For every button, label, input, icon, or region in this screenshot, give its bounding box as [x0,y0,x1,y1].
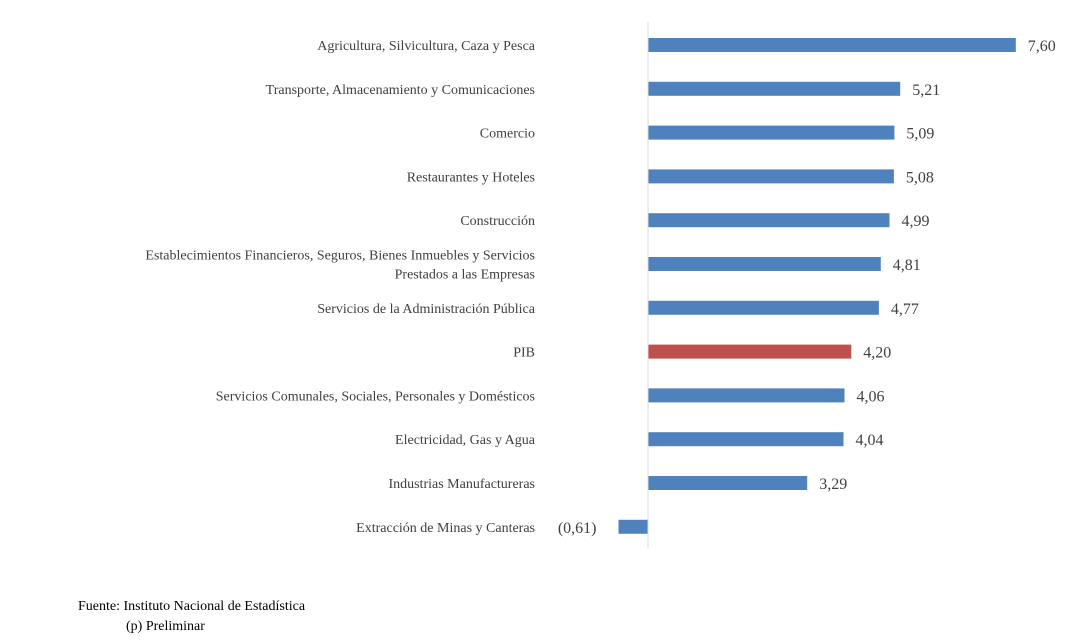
value-label-9: 4,04 [856,432,884,449]
category-label-7: PIB [513,346,535,361]
value-label-4: 4,99 [902,213,930,230]
category-label-line: Agricultura, Silvicultura, Caza y Pesca [317,39,535,54]
category-label-9: Electricidad, Gas y Agua [395,433,536,448]
category-label-line: Establecimientos Financieros, Seguros, B… [145,249,535,264]
category-label-2: Comercio [480,127,535,142]
bar-10 [648,476,808,490]
category-label-line: Comercio [480,127,535,142]
bar-2 [648,125,895,140]
category-label-6: Servicios de la Administración Pública [317,302,536,317]
category-label-line: Electricidad, Gas y Agua [395,433,536,448]
value-label-8: 4,06 [857,388,885,405]
bar-4 [648,213,890,228]
category-label-8: Servicios Comunales, Sociales, Personale… [216,389,535,404]
bar-6 [648,300,879,315]
category-label-line: Servicios de la Administración Pública [317,302,536,317]
bar-9 [648,432,844,447]
source-note: Fuente: Instituto Nacional de Estadístic… [78,599,306,614]
value-label-7: 4,20 [863,345,891,362]
value-labels-group: 7,60 5,21 5,09 5,08 4,99 4,81 4,77 4,20 4,06 4,04… [558,38,1056,537]
bar-3 [648,169,894,184]
bar-5 [648,257,881,271]
category-label-5: Establecimientos Financieros, Seguros, B… [145,249,535,283]
category-label-0: Agricultura, Silvicultura, Caza y Pesca [317,39,535,54]
bar-0 [648,38,1016,52]
value-label-3: 5,08 [906,169,934,186]
category-label-line: Servicios Comunales, Sociales, Personale… [216,389,535,404]
bar-11 [618,519,648,534]
category-label-line: Restaurantes y Hoteles [407,170,535,185]
category-label-1: Transporte, Almacenamiento y Comunicacio… [266,83,535,98]
value-label-11: (0,61) [558,520,597,537]
value-label-6: 4,77 [891,301,919,318]
category-labels-group: Agricultura, Silvicultura, Caza y Pesca T… [145,39,535,536]
bar-chart: 7,60 5,21 5,09 5,08 4,99 4,81 4,77 4,20 4,06 4,04… [145,22,1056,548]
category-label-line: PIB [513,346,535,361]
category-label-10: Industrias Manufactureras [388,477,535,492]
bar-7 [648,344,852,359]
value-label-2: 5,09 [906,126,934,143]
category-label-line: Extracción de Minas y Canteras [356,521,535,536]
bar-8 [648,388,845,403]
category-label-line: Transporte, Almacenamiento y Comunicacio… [266,83,535,98]
bars-group [618,38,1016,534]
category-label-line: Prestados a las Empresas [395,268,535,283]
value-label-0: 7,60 [1028,38,1056,55]
category-label-line: Construcción [460,214,535,229]
category-label-3: Restaurantes y Hoteles [407,170,535,185]
category-label-11: Extracción de Minas y Canteras [356,521,535,536]
bar-1 [648,81,901,96]
value-label-5: 4,81 [893,257,921,274]
category-label-line: Industrias Manufactureras [388,477,535,492]
value-label-10: 3,29 [819,476,847,493]
preliminary-note: (p) Preliminar [126,619,205,634]
value-label-1: 5,21 [912,82,940,99]
category-label-4: Construcción [460,214,535,229]
